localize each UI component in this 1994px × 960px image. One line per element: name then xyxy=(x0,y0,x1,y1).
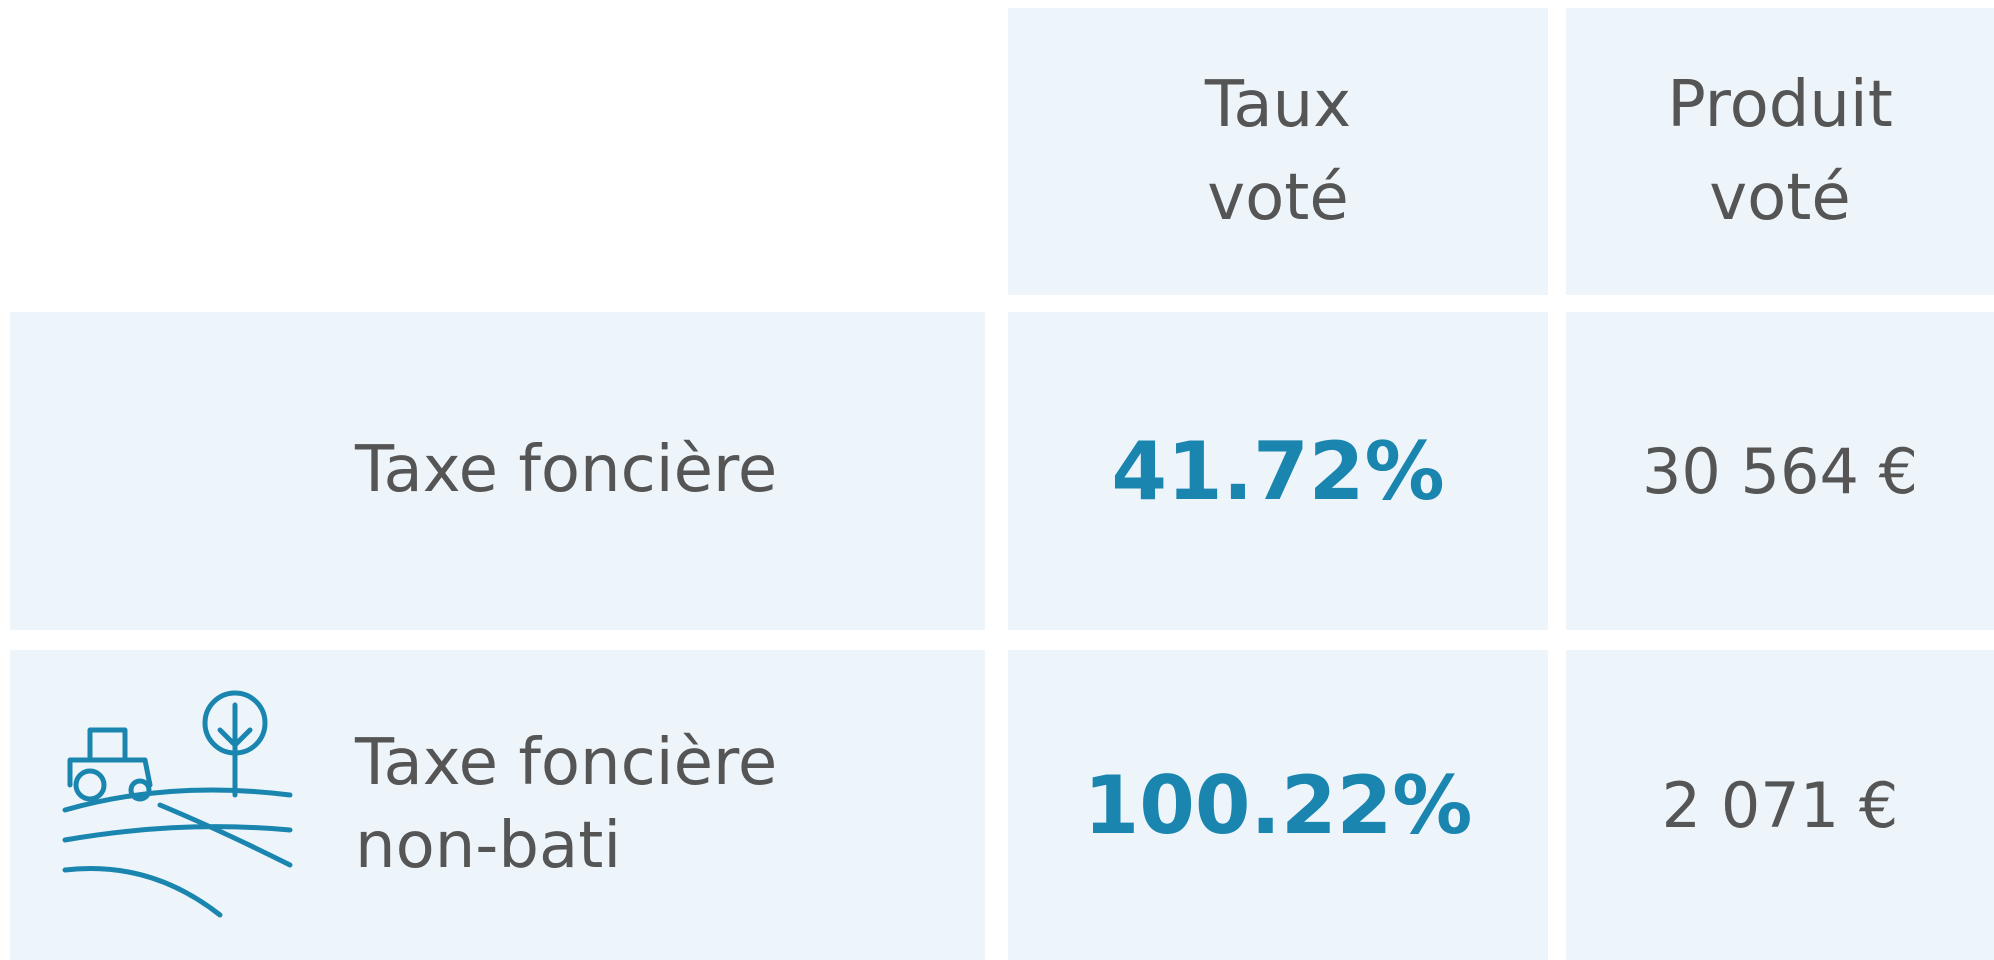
rate-cell: 41.72% xyxy=(1008,312,1548,630)
header-text: Taux voté xyxy=(1204,67,1352,235)
product-value: 2 071 € xyxy=(1661,768,1899,842)
row-label: Taxe foncière xyxy=(355,433,778,508)
rate-value: 41.72% xyxy=(1111,424,1445,518)
farm-icon xyxy=(62,690,293,918)
rate-cell: 100.22% xyxy=(1008,650,1548,960)
product-value: 30 564 € xyxy=(1641,434,1919,508)
header-cell: Produit voté xyxy=(1566,8,1994,295)
product-cell: 30 564 € xyxy=(1566,312,1994,630)
label-cell: Taxe foncière non-bati xyxy=(10,650,985,960)
product-cell: 2 071 € xyxy=(1566,650,1994,960)
label-cell: Taxe foncière xyxy=(10,312,985,905)
rate-value: 100.22% xyxy=(1083,758,1473,852)
header-cell: Taux voté xyxy=(1008,8,1548,295)
header-text: Produit voté xyxy=(1667,67,1893,235)
row-label: Taxe foncière non-bati xyxy=(355,725,778,883)
